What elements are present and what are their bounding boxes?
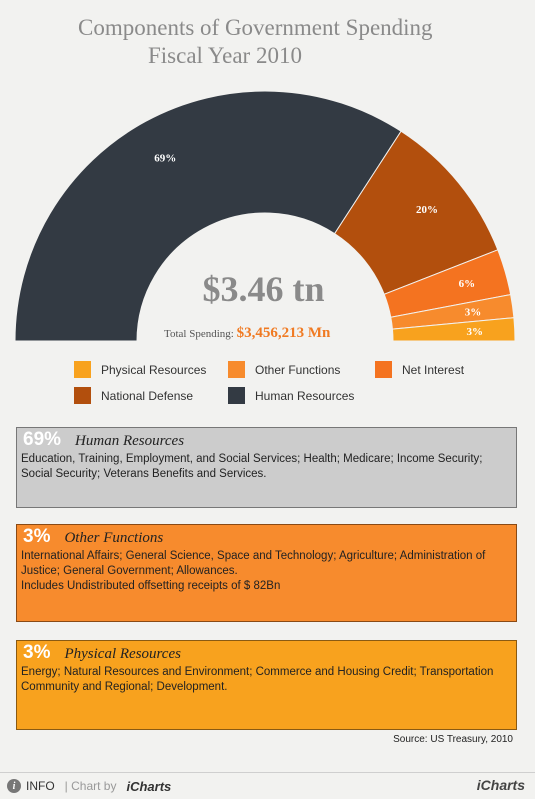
detail-name: Human Resources bbox=[75, 433, 185, 449]
chart-by-label: | Chart by bbox=[64, 779, 117, 793]
info-icon[interactable]: i bbox=[7, 779, 21, 793]
slice-human-resources[interactable] bbox=[14, 90, 402, 342]
legend-label: Physical Resources bbox=[101, 362, 207, 377]
slice-label: 69% bbox=[154, 152, 176, 164]
detail-name: Other Functions bbox=[64, 530, 164, 546]
legend-swatch bbox=[228, 387, 245, 404]
legend-swatch bbox=[375, 361, 392, 378]
title-line-2: Fiscal Year 2010 bbox=[148, 43, 302, 68]
detail-text: Energy; Natural Resources and Environmen… bbox=[21, 666, 494, 693]
total-big-value: $3.46 tn bbox=[202, 269, 325, 309]
legend-swatch bbox=[74, 361, 91, 378]
title-line-1: Components of Government Spending bbox=[78, 15, 433, 40]
detail-percent: 69% bbox=[23, 429, 62, 450]
legend-label: National Defense bbox=[101, 388, 194, 403]
legend-label: Net Interest bbox=[402, 362, 465, 377]
slice-label: 20% bbox=[416, 204, 438, 216]
icharts-logo[interactable]: iCharts bbox=[476, 777, 525, 793]
legend-label: Human Resources bbox=[255, 388, 355, 403]
legend-item-net-interest[interactable]: Net Interest bbox=[375, 361, 464, 378]
detail-name: Physical Resources bbox=[64, 646, 181, 662]
chart-title: Components of Government Spending Fiscal… bbox=[0, 14, 535, 70]
total-spending-value: $3,456,213 Mn bbox=[236, 325, 331, 341]
source-note: Source: US Treasury, 2010 bbox=[393, 734, 513, 745]
detail-percent: 3% bbox=[23, 642, 51, 663]
legend-item-other-functions[interactable]: Other Functions bbox=[228, 361, 340, 378]
footer-bar: i INFO | Chart by iCharts iCharts bbox=[0, 772, 535, 799]
detail-text: Includes Undistributed offsetting receip… bbox=[21, 580, 281, 592]
legend-item-physical-resources[interactable]: Physical Resources bbox=[74, 361, 206, 378]
total-spending-label: Total Spending: bbox=[164, 328, 234, 340]
detail-percent: 3% bbox=[23, 526, 51, 547]
legend-swatch bbox=[74, 387, 91, 404]
detail-card-human-resources: 69% Human Resources Education, Training,… bbox=[16, 427, 517, 508]
legend-label: Other Functions bbox=[255, 362, 341, 377]
slice-physical-resources[interactable] bbox=[391, 317, 516, 342]
slice-label: 3% bbox=[465, 307, 482, 319]
icharts-link[interactable]: iCharts bbox=[126, 778, 172, 794]
legend-swatch bbox=[228, 361, 245, 378]
detail-card-other-functions: 3% Other Functions International Affairs… bbox=[16, 524, 517, 622]
slice-label: 3% bbox=[467, 326, 484, 338]
info-link[interactable]: INFO bbox=[26, 779, 55, 793]
semicircle-chart: 69% 20% 6% 3% 3% bbox=[14, 90, 516, 342]
detail-text: International Affairs; General Science, … bbox=[21, 550, 486, 577]
slice-label: 6% bbox=[459, 278, 476, 290]
detail-text: Education, Training, Employment, and Soc… bbox=[21, 453, 483, 480]
detail-card-physical-resources: 3% Physical Resources Energy; Natural Re… bbox=[16, 640, 517, 730]
legend-item-national-defense[interactable]: National Defense bbox=[74, 387, 193, 404]
total-spending: Total Spending: $3,456,213 Mn bbox=[164, 325, 330, 342]
legend-item-human-resources[interactable]: Human Resources bbox=[228, 387, 354, 404]
